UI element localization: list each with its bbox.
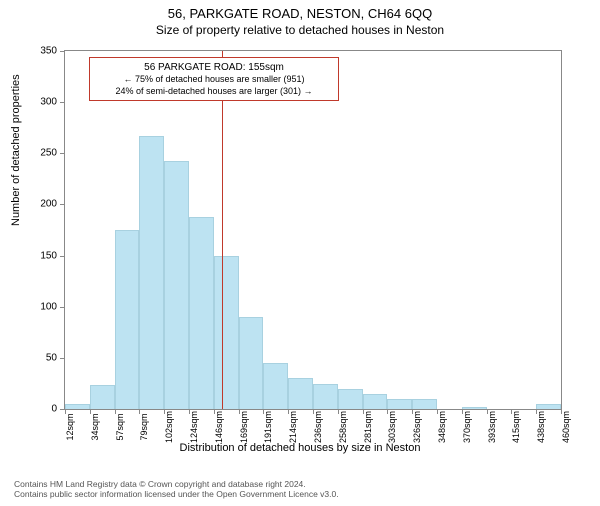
annotation-box: 56 PARKGATE ROAD: 155sqm← 75% of detache…	[89, 57, 339, 101]
x-tick-label: 348sqm	[437, 411, 447, 443]
histogram-chart: 05010015020025030035012sqm34sqm57sqm79sq…	[64, 50, 562, 410]
footer-line-2: Contains public sector information licen…	[14, 489, 339, 500]
histogram-bar	[90, 385, 115, 409]
footer-attribution: Contains HM Land Registry data © Crown c…	[14, 479, 339, 500]
x-tick-label: 236sqm	[313, 411, 323, 443]
reference-vline	[222, 51, 223, 409]
y-tick-label: 350	[40, 46, 65, 57]
x-tick-label: 303sqm	[387, 411, 397, 443]
x-tick-label: 34sqm	[90, 413, 100, 440]
x-tick-label: 12sqm	[65, 413, 75, 440]
x-tick-label: 438sqm	[536, 411, 546, 443]
page-subtitle: Size of property relative to detached ho…	[0, 23, 600, 37]
x-tick-label: 460sqm	[561, 411, 571, 443]
y-tick-label: 300	[40, 97, 65, 108]
x-tick-label: 214sqm	[288, 411, 298, 443]
y-tick-label: 250	[40, 148, 65, 159]
y-tick-label: 100	[40, 301, 65, 312]
annot-line-2: ← 75% of detached houses are smaller (95…	[96, 74, 332, 86]
histogram-bar	[536, 404, 561, 409]
histogram-bar	[139, 136, 164, 409]
histogram-bar	[164, 161, 189, 409]
x-tick-label: 191sqm	[263, 411, 273, 443]
histogram-bar	[288, 378, 313, 409]
histogram-bar	[363, 394, 388, 409]
x-tick-label: 169sqm	[239, 411, 249, 443]
x-tick-label: 102sqm	[164, 411, 174, 443]
y-tick-label: 0	[51, 404, 65, 415]
y-tick-label: 200	[40, 199, 65, 210]
histogram-bar	[239, 317, 264, 409]
histogram-bar	[338, 389, 363, 409]
page-title: 56, PARKGATE ROAD, NESTON, CH64 6QQ	[0, 6, 600, 21]
histogram-bar	[412, 399, 437, 409]
x-tick-label: 281sqm	[363, 411, 373, 443]
x-tick-label: 370sqm	[462, 411, 472, 443]
x-tick-label: 393sqm	[487, 411, 497, 443]
x-tick-label: 146sqm	[214, 411, 224, 443]
annot-line-3: 24% of semi-detached houses are larger (…	[96, 86, 332, 98]
y-tick-label: 50	[46, 352, 65, 363]
x-tick-label: 258sqm	[338, 411, 348, 443]
x-tick-label: 326sqm	[412, 411, 422, 443]
x-tick-label: 79sqm	[139, 413, 149, 440]
histogram-bar	[214, 256, 239, 409]
annot-line-1: 56 PARKGATE ROAD: 155sqm	[96, 61, 332, 74]
y-tick-label: 150	[40, 250, 65, 261]
histogram-bar	[65, 404, 90, 409]
y-axis-label: Number of detached properties	[10, 74, 22, 226]
histogram-bar	[313, 384, 338, 409]
histogram-bar	[462, 407, 487, 409]
histogram-bar	[189, 217, 214, 409]
x-axis-label: Distribution of detached houses by size …	[0, 442, 600, 454]
histogram-bar	[387, 399, 412, 409]
x-tick-label: 124sqm	[189, 411, 199, 443]
footer-line-1: Contains HM Land Registry data © Crown c…	[14, 479, 339, 490]
histogram-bar	[115, 230, 140, 409]
x-tick-label: 57sqm	[115, 413, 125, 440]
x-tick-label: 415sqm	[511, 411, 521, 443]
histogram-bar	[263, 363, 288, 409]
